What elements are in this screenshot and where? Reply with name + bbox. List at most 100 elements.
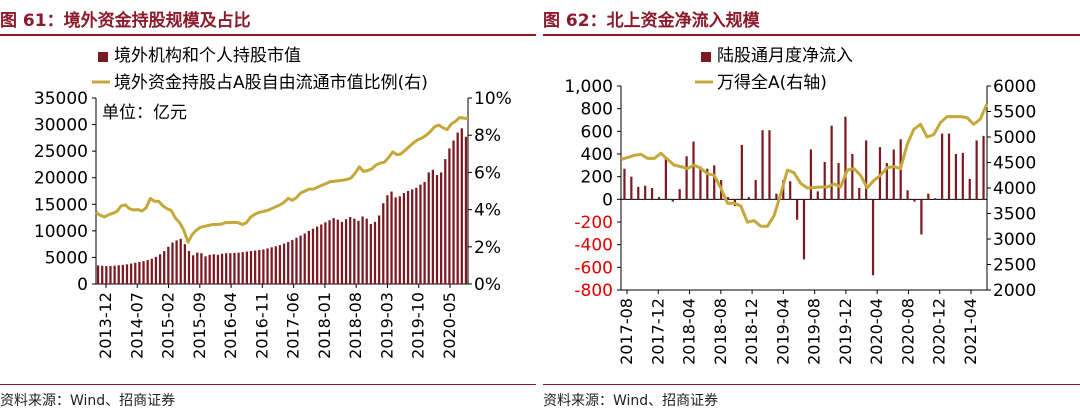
bar [637,186,640,200]
bar [117,265,120,284]
bar [823,161,826,200]
legend-line-label: 万得全A(右轴) [717,73,827,93]
bar [249,251,253,284]
bar [858,188,861,200]
bar [105,266,108,284]
legend-bar-label: 境外机构和个人持股市值 [114,46,301,66]
bar [320,224,323,284]
bar [685,156,688,200]
bar [216,254,220,284]
bar [954,154,958,200]
figure-61: 图 61：境外资金持股规模及占比 0 5000 10000 15000 20000 250… [0,0,536,417]
bar [101,265,104,284]
bar [411,189,414,284]
x-tick-label: 2017-06 [284,292,303,359]
bar [398,196,401,284]
x-tick-label: 2019-10 [409,292,428,359]
y-left-tick-label: 10000 [34,222,88,242]
bar [947,133,951,200]
bar [282,243,286,284]
x-tick-label: 2016-04 [221,292,240,359]
bar [809,149,813,200]
y-right-tick-label: 2% [474,238,501,258]
bar [865,140,868,200]
bar [328,220,331,284]
x-tick-label: 2019-03 [377,292,396,359]
y-left-tick-label: 25000 [34,142,88,162]
bar [448,148,451,284]
y-right-tick-label: 5500 [993,103,1036,123]
line-series [620,103,989,228]
x-tick-label: 2015-02 [159,292,178,359]
bar [906,190,909,200]
x-tick-label: 2019-04 [773,298,792,365]
bar [229,253,232,284]
bar [237,252,240,284]
bar [220,253,224,284]
bar [802,199,806,260]
bar [303,233,306,284]
x-tick-label: 2014-07 [127,292,146,359]
figure-62: 图 62：北上资金净流入规模 -800 -600 -400 -200 0 200 400 60… [543,0,1080,417]
bar [975,140,978,200]
bar [844,116,847,200]
bar [96,265,100,284]
bar [295,237,298,284]
source-rule [543,384,1080,385]
y-left-tick-label: 5000 [45,248,88,268]
x-tick-label: 2021-04 [961,298,980,365]
legend-bar-swatch [98,52,108,62]
bar [150,258,153,284]
bar [630,176,633,200]
y-left-tick-label: 600 [581,122,613,142]
bar [134,262,137,284]
bar [713,165,716,200]
y-right-tick-label: 4500 [993,154,1036,174]
title-rule [543,34,1080,36]
legend-bar-swatch [701,52,711,62]
bar [307,230,311,284]
y-left-tick-label: 15000 [34,195,88,215]
y-right-tick-label: 10% [474,89,512,109]
bar [361,216,364,284]
bar [344,219,348,284]
bar [204,256,207,284]
y-left-tick-label: -600 [574,258,613,278]
y-left-tick-label: -800 [574,281,613,301]
bar [837,163,840,200]
bar [460,128,463,284]
x-tick-label: 2019-12 [836,298,855,365]
figure-62-title: 图 62：北上资金净流入规模 [543,11,760,31]
x-tick-label: 2015-09 [190,292,209,359]
bar [287,242,290,284]
bar [175,240,178,284]
bar [761,130,764,200]
y-right-tick-label: 5000 [993,128,1036,148]
x-tick-label: 2018-08 [346,292,365,359]
bar [278,245,282,284]
bar [678,189,681,200]
y-left-tick-label: 35000 [34,89,88,109]
bar [664,158,667,200]
bar [941,133,944,200]
bar [754,180,757,200]
bar [795,199,799,220]
bar [871,199,875,276]
bar [452,140,455,284]
bar [373,221,377,284]
bar [253,250,257,284]
bar [212,254,215,284]
bar [706,168,709,200]
y-right-tick-label: 4% [474,201,501,221]
bar [382,203,385,284]
bar [406,191,410,284]
y-right-tick-label: 2500 [993,256,1036,276]
bar [740,144,743,200]
bar [650,188,654,200]
bar [258,249,261,284]
figure-61-title: 图 61：境外资金持股规模及占比 [0,11,251,31]
bar [138,261,141,284]
bar [113,265,116,284]
bar [390,191,393,284]
bar [158,254,162,284]
